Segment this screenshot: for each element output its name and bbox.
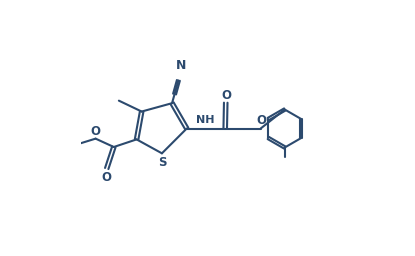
Text: N: N xyxy=(176,59,187,72)
Text: NH: NH xyxy=(196,115,215,125)
Text: S: S xyxy=(158,156,167,169)
Text: O: O xyxy=(221,89,231,102)
Text: O: O xyxy=(256,114,266,127)
Text: O: O xyxy=(90,124,100,137)
Text: O: O xyxy=(101,171,111,184)
